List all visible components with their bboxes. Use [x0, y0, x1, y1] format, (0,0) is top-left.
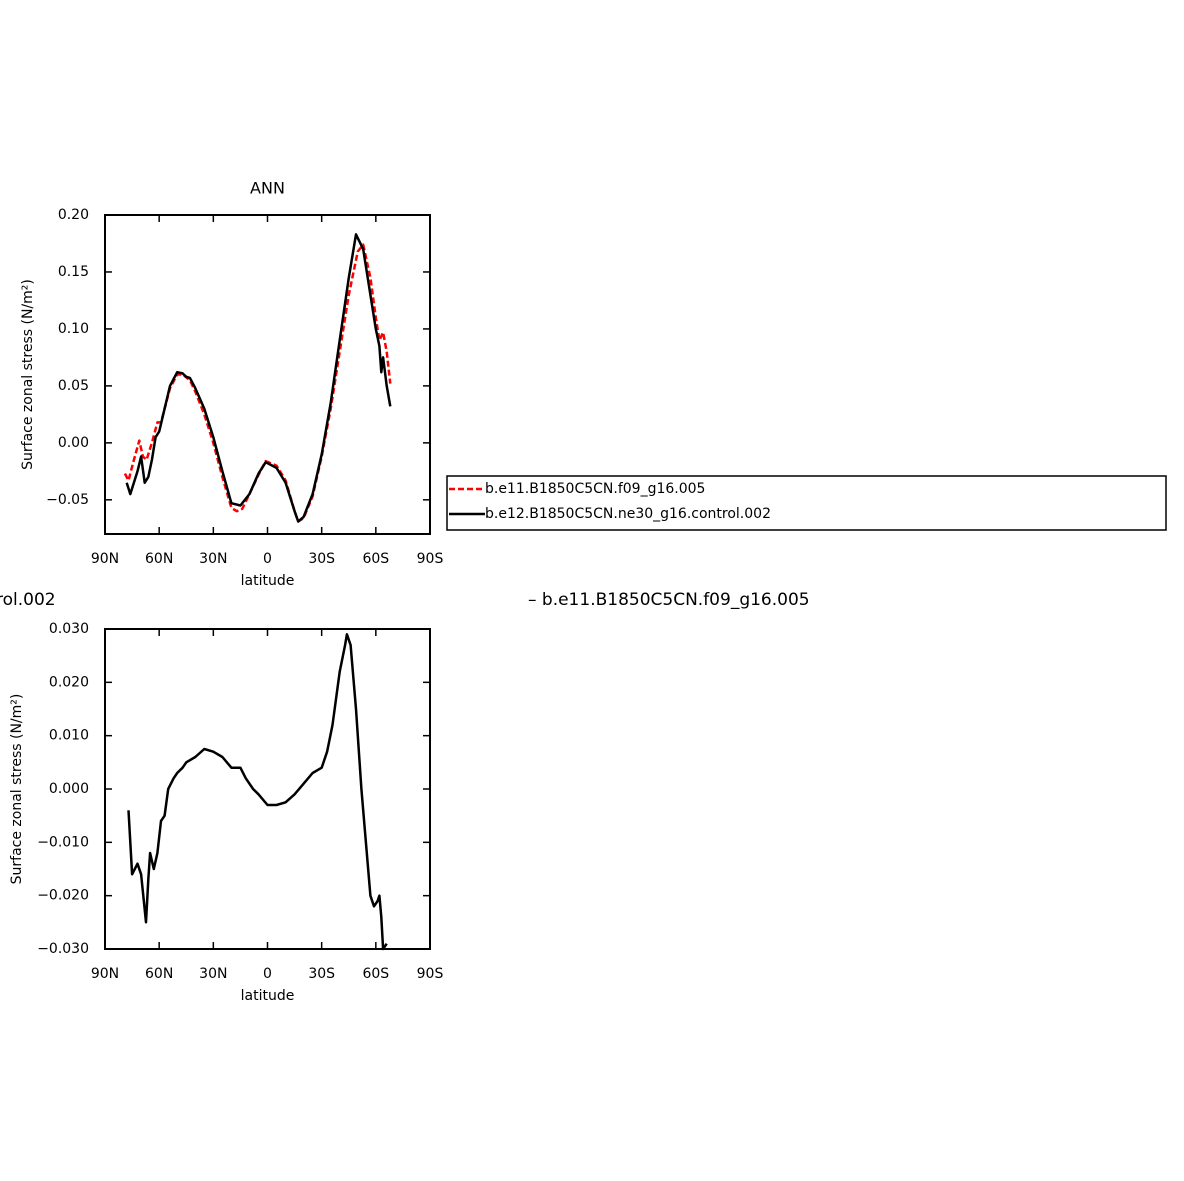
x-tick-label: 60N: [145, 966, 173, 982]
plot-frame: [104, 628, 431, 950]
y-tick-label: 0.10: [58, 321, 89, 337]
chart-title: ANN: [250, 179, 285, 198]
x-tick-label: 90S: [417, 551, 444, 567]
y-tick-label: 0.010: [49, 728, 89, 744]
x-tick-label: 30S: [308, 551, 335, 567]
y-tick-label: 0.030: [49, 621, 89, 637]
y-axis-label: Surface zonal stress (N/m²): [20, 279, 36, 470]
y-tick-label: −0.010: [37, 834, 89, 850]
x-tick-label: 90N: [91, 551, 119, 567]
y-axis-label: Surface zonal stress (N/m²): [9, 694, 25, 885]
x-tick-label: 60N: [145, 551, 173, 567]
legend-label: b.e12.B1850C5CN.ne30_g16.control.002: [485, 506, 771, 522]
data-line: [127, 633, 388, 951]
y-tick-label: 0.020: [49, 674, 89, 690]
x-tick-label: 30N: [199, 551, 227, 567]
legend-label: b.e11.B1850C5CN.f09_g16.005: [485, 481, 705, 497]
data-line: [123, 243, 392, 523]
x-axis-label: latitude: [241, 573, 295, 589]
y-tick-label: 0.20: [58, 207, 89, 223]
y-tick-label: 0.000: [49, 781, 89, 797]
y-tick-label: −0.020: [37, 888, 89, 904]
y-tick-label: 0.15: [58, 264, 89, 280]
x-tick-label: 30N: [199, 966, 227, 982]
annotation: – b.e11.B1850C5CN.f09_g16.005: [528, 590, 810, 610]
plot-frame: [104, 214, 431, 535]
y-tick-label: 0.05: [58, 378, 89, 394]
x-tick-label: 0: [263, 966, 272, 982]
x-tick-label: 0: [263, 551, 272, 567]
x-tick-label: 30S: [308, 966, 335, 982]
data-line: [125, 233, 392, 523]
annotation: rol.002: [0, 590, 56, 610]
x-axis-label: latitude: [241, 988, 295, 1004]
x-tick-label: 60S: [362, 966, 389, 982]
x-tick-label: 90S: [417, 966, 444, 982]
x-tick-label: 60S: [362, 551, 389, 567]
x-tick-label: 90N: [91, 966, 119, 982]
legend-box: [446, 475, 1167, 531]
y-tick-label: −0.05: [46, 492, 89, 508]
y-tick-label: 0.00: [58, 435, 89, 451]
y-tick-label: −0.030: [37, 941, 89, 957]
